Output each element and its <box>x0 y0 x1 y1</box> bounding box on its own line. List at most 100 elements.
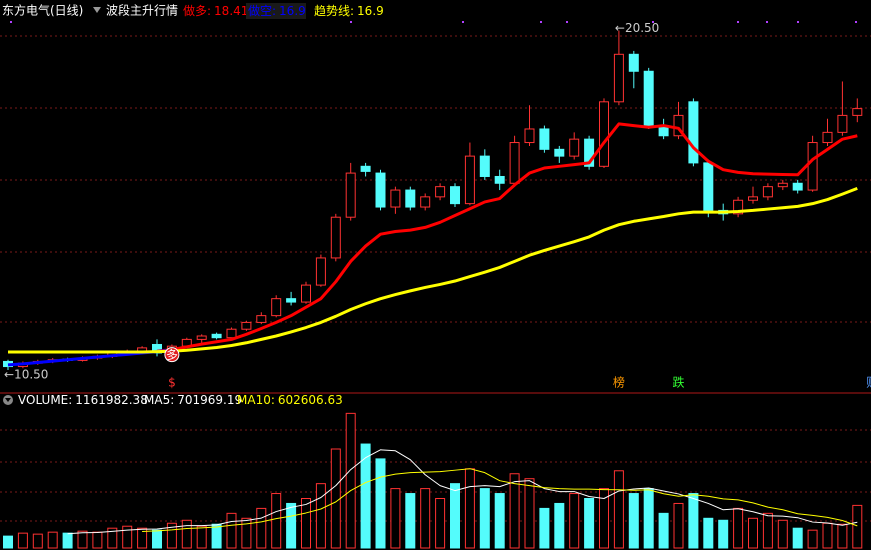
volume-bar <box>107 527 118 549</box>
volume-bar <box>718 519 729 549</box>
top-dots <box>10 21 857 23</box>
legend-value: 602606.63 <box>278 393 343 407</box>
candle-body <box>554 148 565 157</box>
legend-name: 趋势线: <box>314 4 354 18</box>
volume-bar <box>435 498 446 549</box>
signal-label: 榜 <box>613 375 625 390</box>
dot <box>462 21 464 23</box>
candle-body <box>599 101 609 167</box>
candle-body <box>613 53 624 103</box>
volume-bar <box>599 488 609 549</box>
moving-average-line <box>142 468 858 532</box>
candle-body <box>733 199 744 215</box>
signal-label: 跌 <box>672 375 684 390</box>
candle-body <box>315 257 326 286</box>
volume-bar <box>390 488 401 549</box>
candle-body <box>256 315 267 323</box>
candle-body <box>420 196 431 208</box>
volume-bar <box>211 523 222 549</box>
legend-name: 做空: <box>248 3 276 18</box>
volume-bar <box>301 498 311 549</box>
volume-bar <box>569 493 580 549</box>
volume-bar <box>152 529 162 549</box>
volume-panel <box>3 412 863 549</box>
legend-value: 16.9 <box>357 4 384 18</box>
volume-bar <box>852 504 863 549</box>
volume-bar <box>92 531 103 549</box>
volume-bar <box>658 512 669 549</box>
volume-bar <box>17 532 28 549</box>
signal-badge-label: 多 <box>166 348 178 362</box>
volume-bar <box>181 519 192 549</box>
volume-bar <box>226 512 237 549</box>
volume-bar <box>643 488 654 549</box>
price-annotation: ←20.50 <box>615 21 659 35</box>
volume-bar <box>703 517 714 549</box>
candle-body <box>375 172 386 208</box>
candle-body <box>852 108 863 116</box>
header: 东方电气(日线) 波段主升行情 做多: 18.41 做空: 16.9 趋势线: 16.… <box>2 3 384 19</box>
candle-body <box>643 70 654 127</box>
volume-bar <box>822 522 833 549</box>
volume-bar <box>673 502 684 549</box>
dot <box>855 21 857 23</box>
candle-body <box>539 128 550 150</box>
signal-label: $ <box>168 376 176 390</box>
volume-bar <box>807 529 818 549</box>
volume-bar <box>748 517 758 549</box>
volume-bar <box>122 525 133 549</box>
candle-body <box>405 189 416 208</box>
grid <box>0 35 871 522</box>
volume-bar <box>77 530 88 549</box>
volume-bar <box>479 488 490 549</box>
volume-bar <box>762 512 773 549</box>
volume-bar <box>256 507 267 549</box>
candle-body <box>703 162 714 211</box>
legend-entry: 做空: 16.9 <box>248 3 306 18</box>
volume-bar <box>494 493 505 549</box>
chart-subtitle: 波段主升行情 <box>106 3 178 18</box>
volume-bar <box>360 443 371 549</box>
volume-bar <box>450 483 460 549</box>
volume-bar <box>420 488 431 549</box>
candle-body <box>390 189 401 208</box>
candle-body <box>345 172 356 218</box>
signal-badge <box>164 347 180 363</box>
volume-bar <box>330 448 341 549</box>
volume-bar <box>137 527 148 549</box>
legend-name: VOLUME: <box>18 393 72 407</box>
volume-bar <box>524 478 535 549</box>
menu-icon[interactable] <box>93 7 101 13</box>
legend-value: 701969.19 <box>177 393 242 407</box>
volume-bar <box>241 517 252 549</box>
volume-bar <box>837 523 848 549</box>
candle-body <box>569 138 580 157</box>
volume-bar <box>47 531 58 549</box>
legend-entry: 趋势线: 16.9 <box>314 4 384 18</box>
signal-label: 财 <box>866 376 871 390</box>
legend-name: MA5: <box>144 393 174 407</box>
candle-body <box>450 186 460 205</box>
candle-body <box>673 114 684 137</box>
candle-body <box>837 114 848 133</box>
volume-bar <box>777 519 788 549</box>
legend-value: 16.9 <box>279 4 306 18</box>
indicator-line <box>8 186 858 354</box>
candle-body <box>509 142 520 184</box>
candle-body <box>524 128 535 144</box>
dot <box>737 21 739 23</box>
price-panel: ←20.50 ←10.50 多 $ 榜 跌 财 <box>3 21 871 390</box>
candle-body <box>226 328 237 339</box>
dot <box>797 21 799 23</box>
dot <box>350 21 352 23</box>
volume-bar <box>464 468 475 549</box>
candle-body <box>494 175 505 184</box>
volume-bar <box>584 498 595 549</box>
candle-body <box>286 298 297 303</box>
volume-bar <box>539 507 550 549</box>
legend-name: 做多: <box>183 3 211 18</box>
moving-average-line <box>67 449 858 535</box>
volume-header: VOLUME: 1161982.38 MA5: 701969.19 MA10: 602… <box>3 393 343 407</box>
candle-body <box>435 186 446 198</box>
